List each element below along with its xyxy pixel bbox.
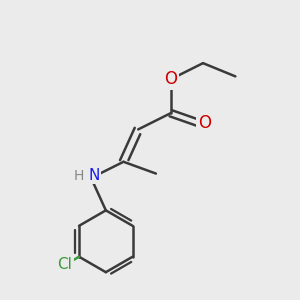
Text: O: O (198, 115, 211, 133)
Text: H: H (74, 169, 84, 183)
Text: O: O (164, 70, 177, 88)
Text: N: N (88, 168, 100, 183)
Text: Cl: Cl (58, 257, 73, 272)
